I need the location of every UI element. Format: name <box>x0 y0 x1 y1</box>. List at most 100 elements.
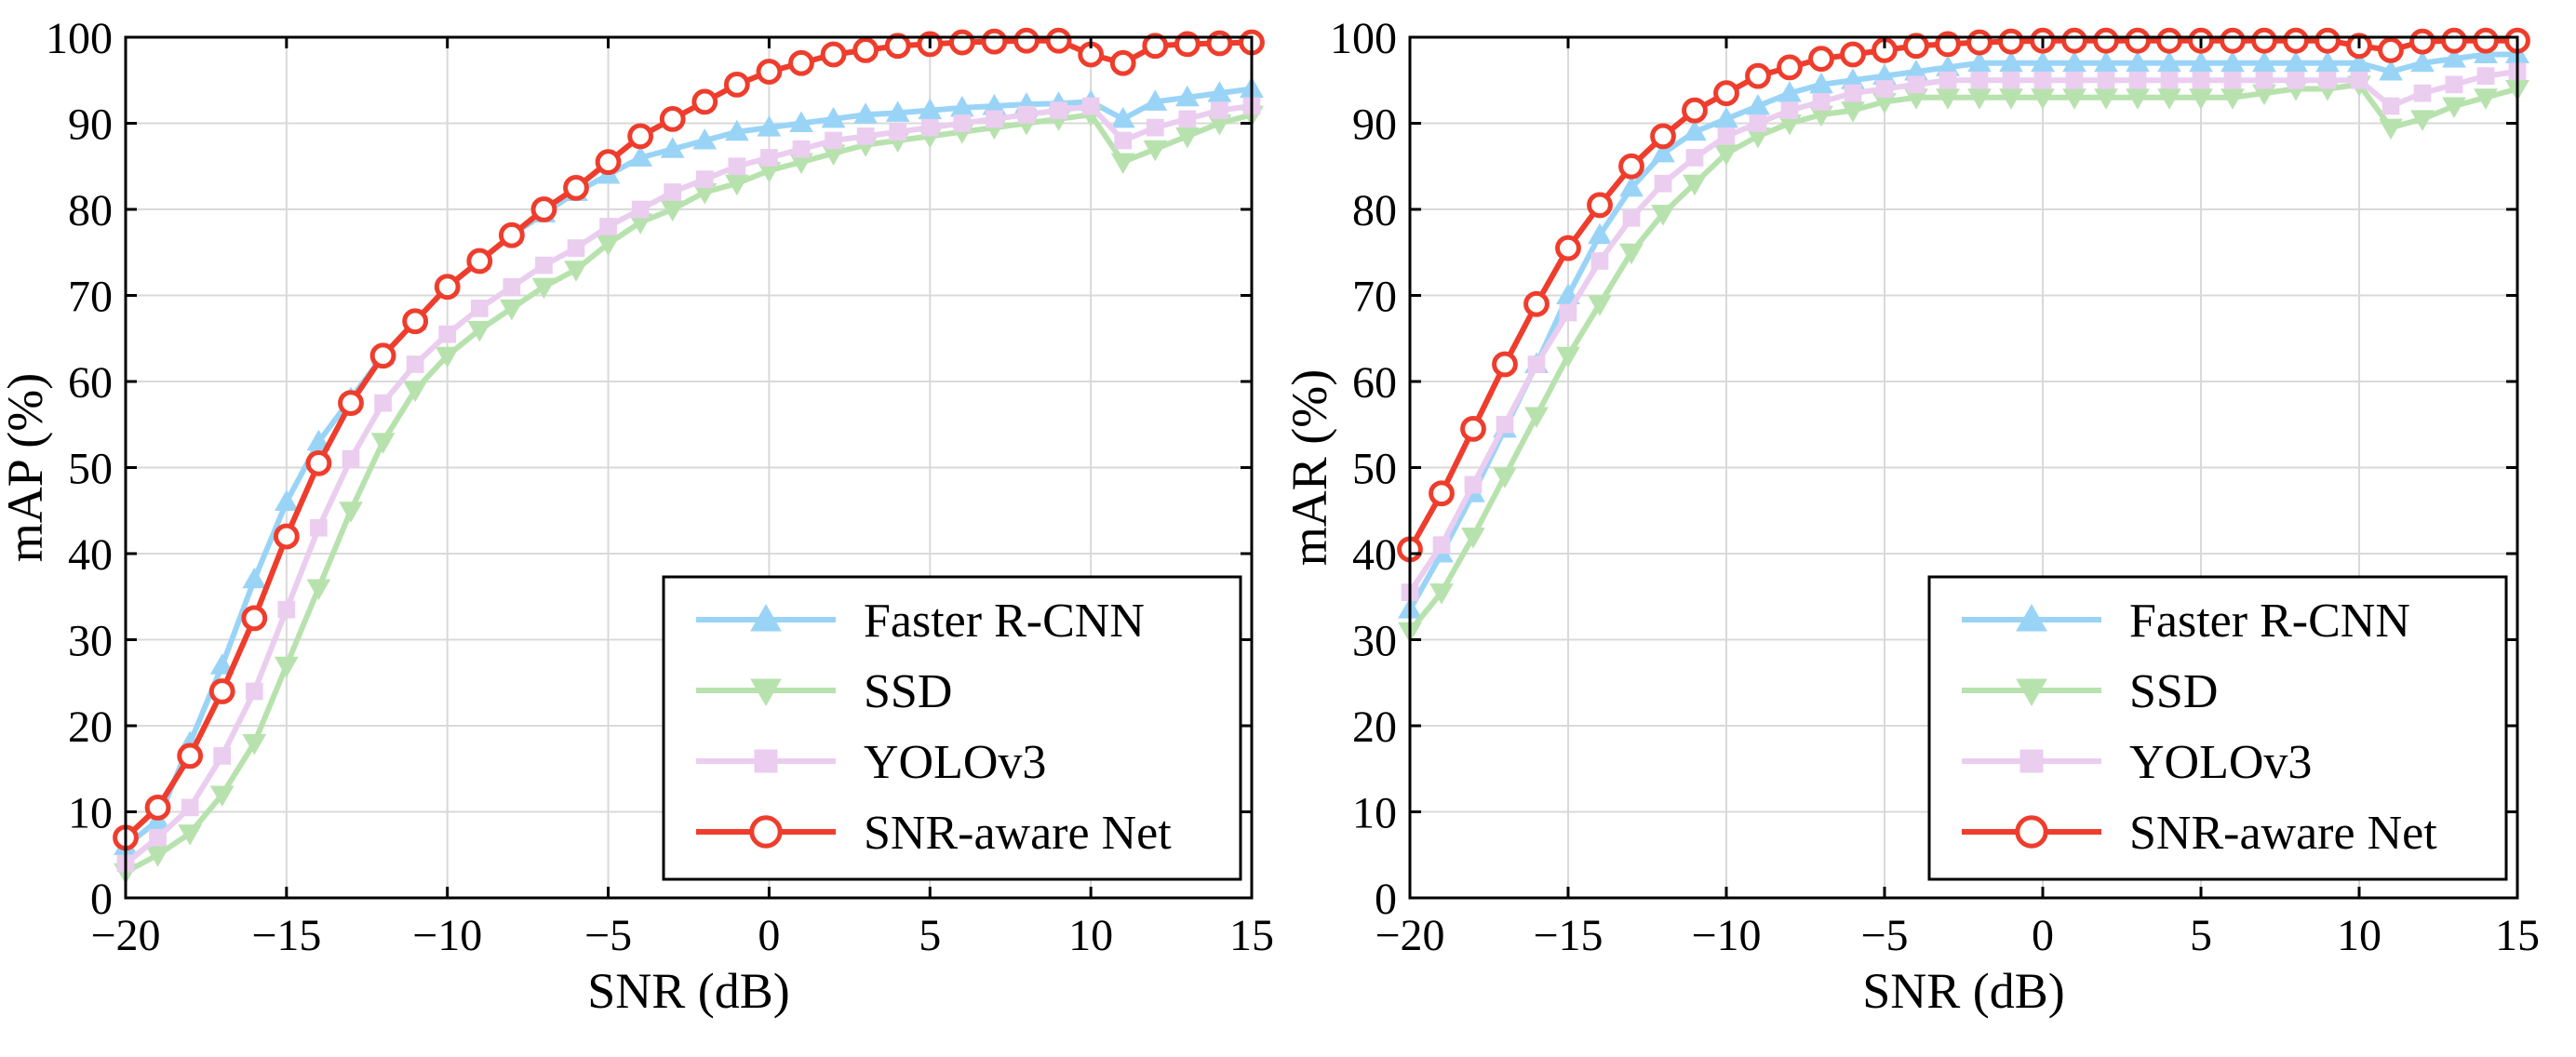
data-point <box>2476 67 2495 85</box>
data-point <box>1967 50 1992 73</box>
legend-label: SSD <box>864 665 952 718</box>
data-point <box>2065 71 2084 89</box>
y-tick-label: 10 <box>68 789 113 838</box>
data-point <box>241 605 268 632</box>
data-point <box>2410 50 2435 73</box>
data-point <box>889 123 907 141</box>
y-tick-label: 100 <box>46 14 113 63</box>
legend: Faster R-CNN SSD YOLOv3 SNR-aware Net <box>1927 575 2508 881</box>
triangle-up-marker <box>2016 603 2047 632</box>
data-point <box>2283 27 2309 54</box>
data-point <box>402 308 429 335</box>
data-point <box>1999 50 2023 73</box>
data-point <box>1683 119 1707 141</box>
data-point <box>981 28 1008 55</box>
data-point <box>1936 88 1960 110</box>
data-point <box>2442 97 2466 119</box>
data-point <box>2252 50 2276 73</box>
series-Faster R-CNN <box>1398 42 2529 619</box>
legend-label: Faster R-CNN <box>864 595 1145 648</box>
data-point <box>2441 27 2467 54</box>
data-point <box>1745 62 1771 89</box>
legend-label: YOLOv3 <box>864 736 1046 789</box>
data-point <box>2189 88 2213 110</box>
data-point <box>1013 27 1040 54</box>
data-point <box>2094 50 2118 73</box>
series-YOLOv3 <box>1401 62 2527 601</box>
data-point <box>213 747 232 765</box>
data-point <box>563 174 589 201</box>
y-tick-label: 0 <box>1375 875 1397 924</box>
data-point <box>1523 290 1550 317</box>
data-point <box>2378 36 2404 63</box>
data-point <box>1206 30 1233 57</box>
data-point <box>2350 71 2368 89</box>
data-point <box>1207 81 1232 102</box>
data-point <box>1590 252 1609 270</box>
data-point <box>1749 114 1767 132</box>
data-point <box>885 100 910 122</box>
legend-item: YOLOv3 <box>696 736 1046 789</box>
data-point <box>724 174 749 196</box>
data-point <box>2126 50 2150 73</box>
data-point <box>2157 88 2181 110</box>
data-point <box>1178 110 1197 128</box>
data-point <box>245 682 263 701</box>
data-point <box>338 390 364 417</box>
data-point <box>1808 46 1834 73</box>
data-point <box>1559 303 1577 322</box>
y-tick-label: 10 <box>1352 789 1397 838</box>
data-point <box>1017 105 1036 124</box>
data-point <box>1492 351 1518 378</box>
data-point <box>1555 234 1581 261</box>
square-marker <box>2019 749 2044 773</box>
data-point <box>1464 475 1483 494</box>
data-point <box>1713 80 1739 107</box>
y-tick-label: 90 <box>68 100 113 150</box>
data-point <box>2097 71 2115 89</box>
data-point <box>181 798 199 817</box>
data-point <box>305 449 332 476</box>
data-point <box>1588 295 1612 316</box>
data-point <box>1142 33 1169 60</box>
data-point <box>1460 415 1486 442</box>
data-point <box>1429 583 1454 605</box>
data-point <box>595 149 622 176</box>
data-point <box>1432 536 1451 555</box>
data-point <box>531 277 557 300</box>
data-point <box>1651 140 1675 163</box>
data-point <box>274 489 299 511</box>
data-point <box>530 196 557 222</box>
data-point <box>757 115 782 137</box>
data-point <box>660 200 685 222</box>
data-point <box>825 131 842 150</box>
data-point <box>788 49 814 76</box>
data-point <box>2379 118 2403 140</box>
data-point <box>2255 71 2274 89</box>
legend-label: SNR-aware Net <box>864 807 1172 860</box>
y-tick-label: 50 <box>1352 445 1397 494</box>
chart-panel-1: −20 −15 −10 −5 0 5 10 15 0 10 20 30 40 50 60 70 80 90 100 S… <box>0 14 1274 1019</box>
data-point <box>1654 174 1672 193</box>
data-point <box>434 274 461 301</box>
data-point <box>2157 50 2181 73</box>
data-point <box>1050 101 1067 119</box>
data-point <box>1618 153 1644 180</box>
data-point <box>1840 41 1866 68</box>
data-point <box>2347 50 2371 73</box>
data-point <box>499 299 524 321</box>
y-tick-label: 40 <box>1352 530 1397 580</box>
data-point <box>1780 101 1799 119</box>
data-point <box>599 218 617 235</box>
data-point <box>1939 71 1957 89</box>
data-point <box>470 300 489 317</box>
data-point <box>406 355 424 373</box>
data-point <box>1619 243 1644 265</box>
data-point <box>277 600 296 619</box>
data-point <box>2314 27 2341 54</box>
data-point <box>1651 205 1675 226</box>
data-point <box>1114 131 1133 150</box>
data-point <box>724 119 749 141</box>
data-point <box>242 734 267 756</box>
data-point <box>306 579 331 601</box>
